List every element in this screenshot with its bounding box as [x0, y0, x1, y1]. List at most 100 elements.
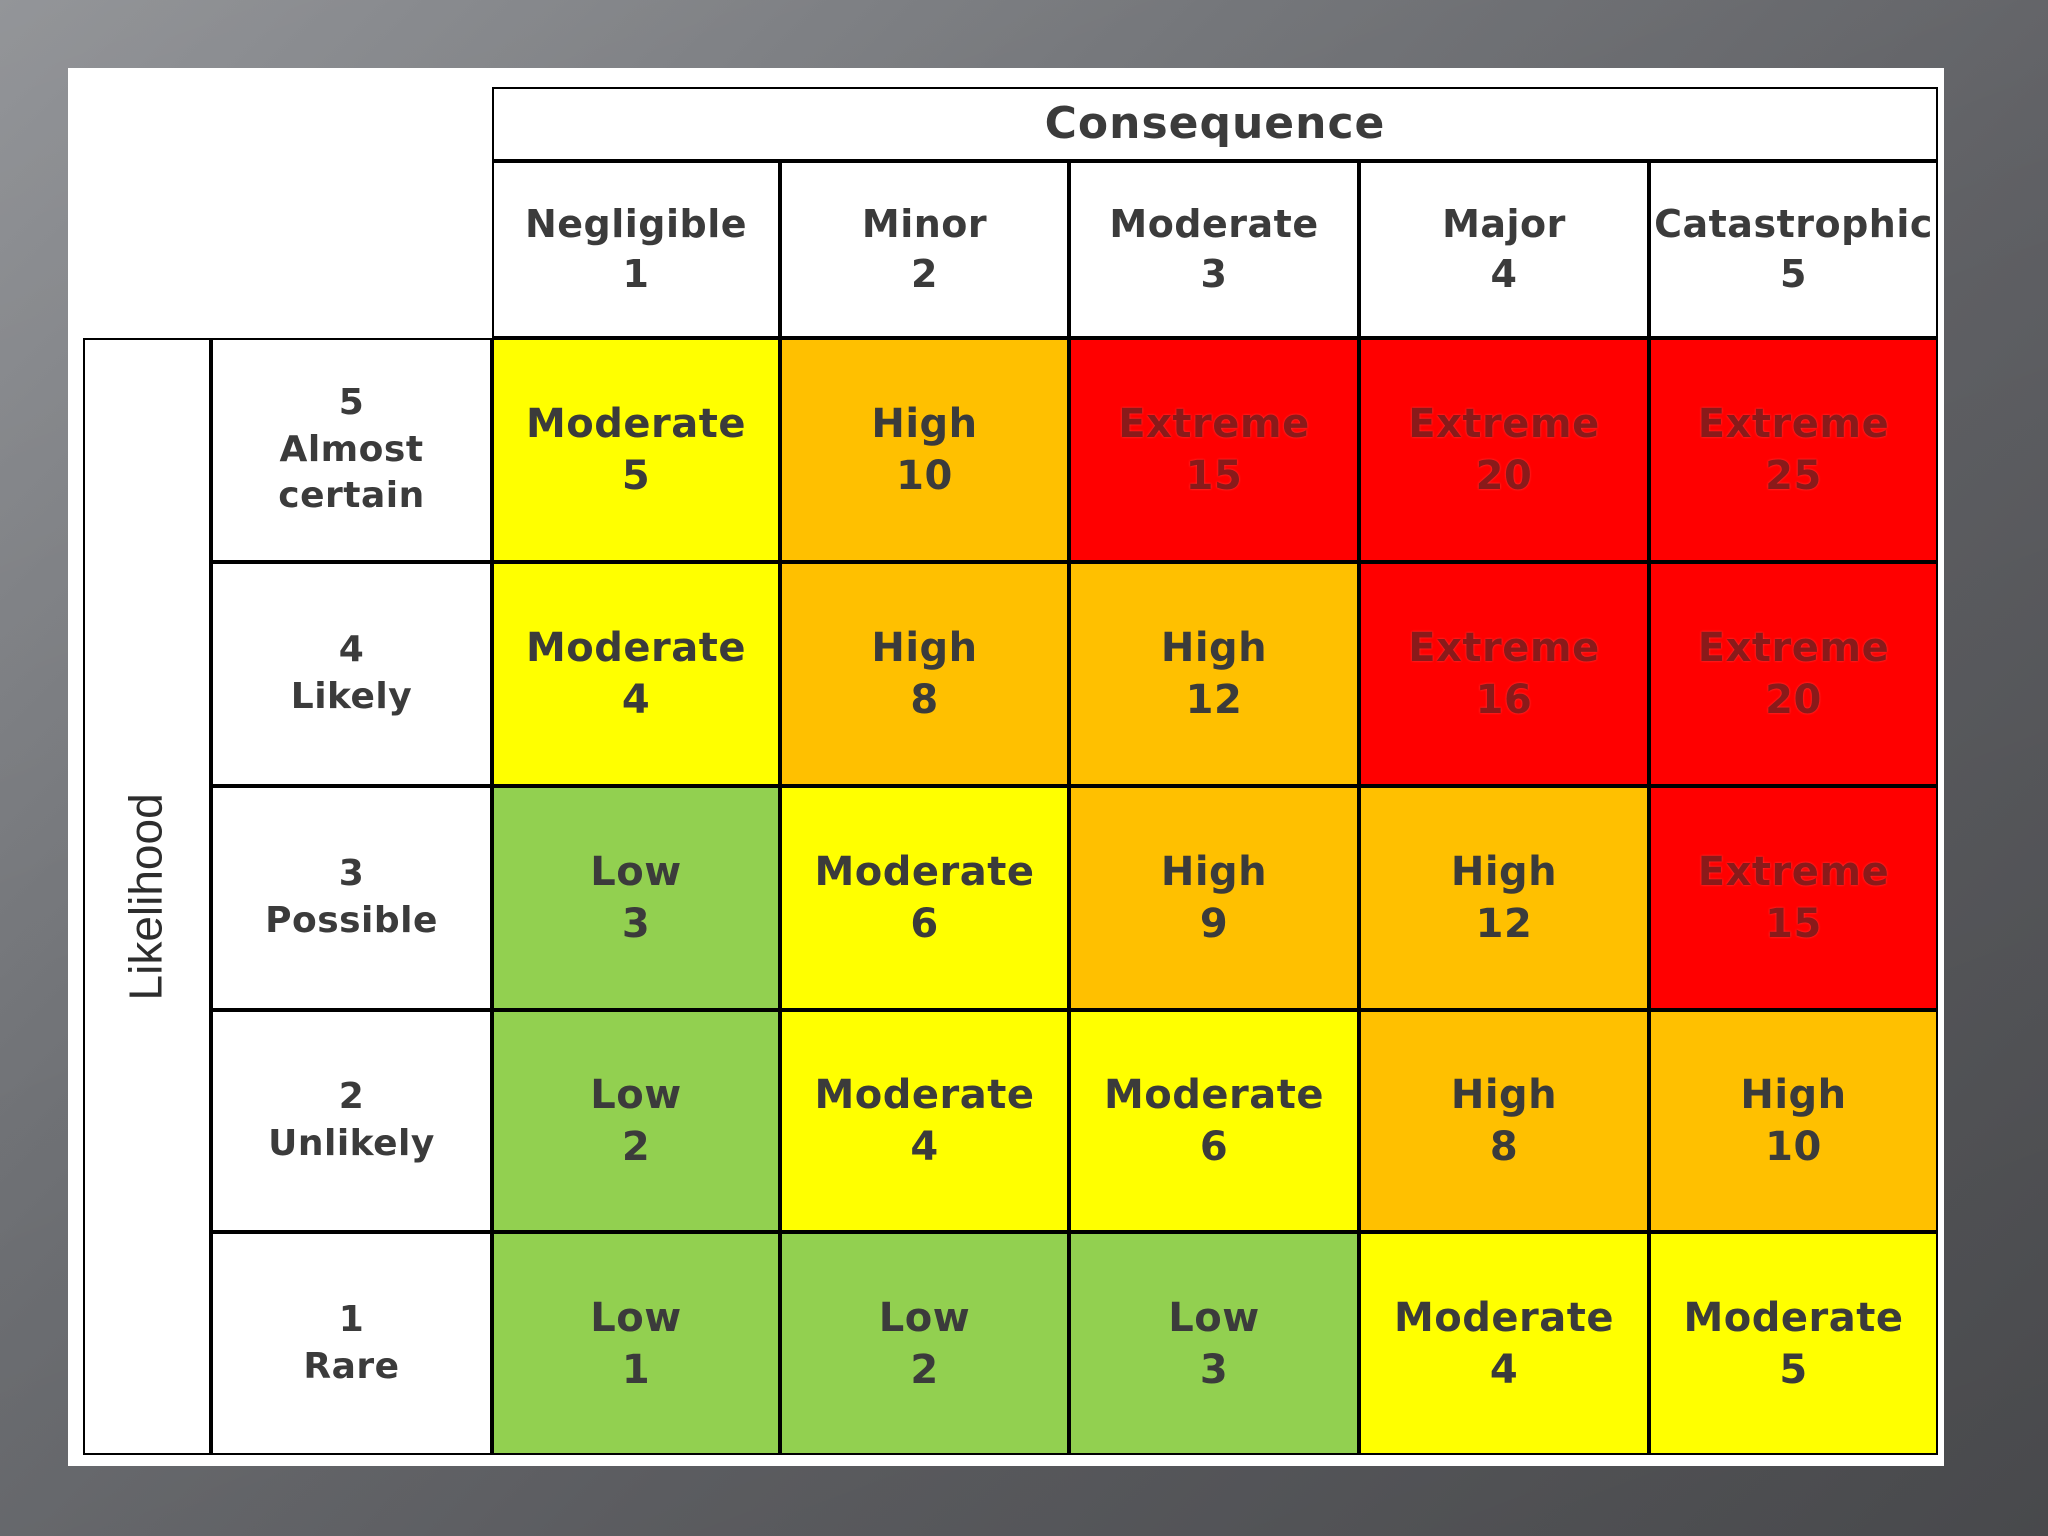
column-header-catastrophic: Catastrophic 5: [1649, 161, 1938, 338]
row-header-unlikely: 2 Unlikely: [211, 1010, 492, 1232]
risk-cell: High 8: [1359, 1010, 1649, 1232]
risk-score: 12: [1185, 677, 1243, 723]
risk-level: Moderate: [1393, 1294, 1614, 1341]
risk-cell: Extreme 16: [1359, 562, 1649, 786]
risk-score: 12: [1475, 901, 1533, 947]
risk-cell: Extreme 20: [1649, 562, 1938, 786]
risk-score: 3: [1199, 1346, 1229, 1393]
risk-score: 15: [1765, 901, 1822, 947]
risk-level: High: [871, 401, 978, 447]
risk-score: 4: [1489, 1346, 1519, 1393]
risk-score: 4: [621, 677, 651, 723]
risk-score: 25: [1765, 453, 1822, 499]
risk-score: 2: [910, 1346, 939, 1393]
risk-cell: Moderate 5: [492, 338, 780, 562]
likelihood-title: Likelihood: [120, 792, 173, 1001]
risk-cell: Moderate 4: [780, 1010, 1069, 1232]
risk-cell: High 10: [1649, 1010, 1938, 1232]
column-header-major: Major 4: [1359, 161, 1649, 338]
column-header-moderate: Moderate 3: [1069, 161, 1359, 338]
column-number: 5: [1780, 251, 1807, 296]
risk-cell: Moderate 5: [1649, 1232, 1938, 1455]
likelihood-header: Likelihood: [83, 338, 211, 1455]
risk-cell: Extreme 15: [1649, 786, 1938, 1010]
risk-level: Extreme: [1408, 401, 1600, 447]
row-number: 4: [338, 629, 365, 671]
risk-cell: High 12: [1359, 786, 1649, 1010]
risk-cell: Moderate 6: [1069, 1010, 1359, 1232]
column-name: Catastrophic: [1654, 202, 1933, 247]
risk-cell: Moderate 4: [1359, 1232, 1649, 1455]
risk-level: Extreme: [1118, 401, 1310, 447]
risk-score: 20: [1765, 677, 1822, 723]
risk-level: High: [1160, 849, 1268, 895]
risk-level: Low: [590, 1072, 682, 1118]
risk-score: 6: [910, 901, 939, 947]
risk-level: Low: [878, 1294, 971, 1341]
risk-score: 8: [910, 677, 939, 723]
column-number: 1: [622, 251, 650, 296]
consequence-header: Consequence: [492, 87, 1938, 161]
risk-cell: Low 3: [1069, 1232, 1359, 1455]
risk-level: Low: [590, 849, 682, 895]
risk-level: Extreme: [1408, 625, 1600, 671]
risk-cell: Moderate 6: [780, 786, 1069, 1010]
risk-level: Moderate: [525, 625, 746, 671]
row-header-likely: 4 Likely: [211, 562, 492, 786]
risk-level: High: [1740, 1072, 1847, 1118]
risk-score: 10: [1765, 1124, 1822, 1170]
row-number: 3: [338, 853, 365, 895]
risk-cell: High 8: [780, 562, 1069, 786]
risk-cell: Low 2: [492, 1010, 780, 1232]
risk-cell: Low 2: [780, 1232, 1069, 1455]
risk-cell: High 12: [1069, 562, 1359, 786]
risk-score: 4: [910, 1124, 939, 1170]
consequence-title: Consequence: [1044, 98, 1386, 150]
risk-level: Moderate: [814, 849, 1035, 895]
risk-level: Extreme: [1697, 401, 1890, 447]
risk-level: Low: [590, 1294, 682, 1341]
column-name: Negligible: [524, 202, 748, 247]
risk-level: High: [871, 625, 978, 671]
risk-level: Moderate: [525, 401, 746, 447]
row-label: Possible: [265, 900, 438, 941]
column-name: Major: [1442, 202, 1566, 247]
risk-score: 9: [1199, 901, 1229, 947]
row-header-almost-certain: 5 Almost certain: [211, 338, 492, 562]
risk-cell: Extreme 25: [1649, 338, 1938, 562]
row-label: Rare: [303, 1345, 400, 1387]
risk-score: 20: [1475, 453, 1533, 499]
column-number: 4: [1490, 251, 1518, 296]
risk-level: High: [1450, 849, 1558, 895]
row-number: 1: [338, 1298, 365, 1340]
row-label: Likely: [290, 676, 413, 717]
risk-cell: High 10: [780, 338, 1069, 562]
risk-level: Extreme: [1697, 625, 1890, 671]
risk-score: 2: [621, 1124, 651, 1170]
risk-matrix: Consequence Likelihood Negligible 1 Minor 2…: [83, 87, 1938, 1455]
risk-score: 6: [1199, 1124, 1229, 1170]
risk-score: 1: [621, 1346, 651, 1393]
row-header-possible: 3 Possible: [211, 786, 492, 1010]
column-header-minor: Minor 2: [780, 161, 1069, 338]
column-number: 3: [1200, 251, 1228, 296]
risk-score: 16: [1475, 677, 1533, 723]
column-number: 2: [911, 251, 938, 296]
risk-score: 15: [1185, 453, 1243, 499]
risk-level: High: [1450, 1072, 1558, 1118]
row-number: 2: [338, 1076, 365, 1118]
column-header-negligible: Negligible 1: [492, 161, 780, 338]
row-label: Almost certain: [278, 428, 425, 517]
risk-level: Low: [1168, 1294, 1260, 1341]
risk-cell: Moderate 4: [492, 562, 780, 786]
risk-level: High: [1160, 625, 1268, 671]
risk-score: 3: [621, 901, 651, 947]
row-header-rare: 1 Rare: [211, 1232, 492, 1455]
row-label: Unlikely: [268, 1123, 435, 1164]
risk-cell: Low 1: [492, 1232, 780, 1455]
risk-level: Moderate: [1683, 1294, 1904, 1341]
column-name: Minor: [861, 202, 988, 247]
risk-cell: High 9: [1069, 786, 1359, 1010]
risk-score: 5: [1779, 1346, 1808, 1393]
column-name: Moderate: [1109, 202, 1319, 247]
